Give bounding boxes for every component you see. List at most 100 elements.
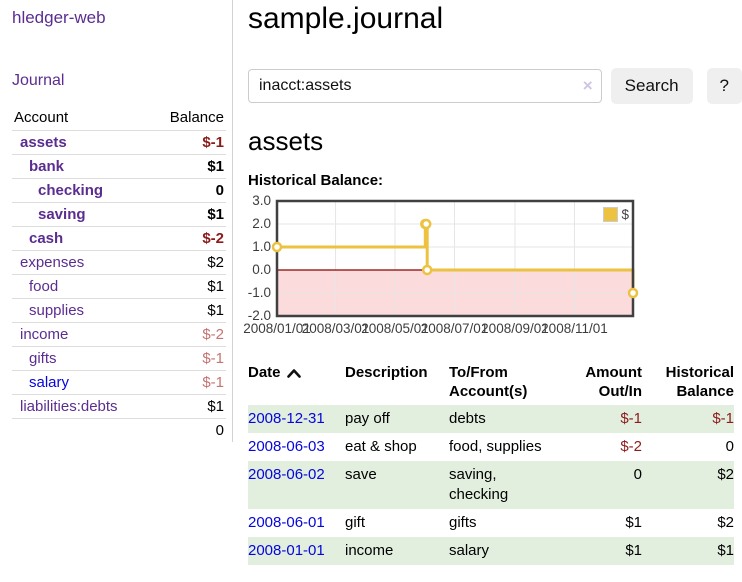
transaction-accounts: salary xyxy=(449,542,490,559)
account-balance: $1 xyxy=(149,394,226,419)
transaction-accounts: debts xyxy=(449,410,486,427)
account-link[interactable]: expenses xyxy=(20,254,85,271)
x-axis-tick: 2008/03/01 xyxy=(301,321,370,336)
transaction-accounts: saving, checking xyxy=(449,466,509,503)
search-form: × Search ? xyxy=(248,68,742,104)
transaction-balance: $1 xyxy=(717,542,734,559)
transaction-accounts: food, supplies xyxy=(449,438,542,455)
x-axis-tick: 2008/07/01 xyxy=(420,321,489,336)
app-brand-link[interactable]: hledger-web xyxy=(12,8,106,27)
accounts-total-row: 0 xyxy=(12,418,226,442)
account-link[interactable]: gifts xyxy=(29,350,57,367)
transaction-date-link[interactable]: 2008-06-02 xyxy=(248,466,325,483)
transaction-date-link[interactable]: 2008-06-03 xyxy=(248,438,325,455)
x-axis-tick: 2008/05/01 xyxy=(361,321,429,336)
accounts-total-value: 0 xyxy=(149,418,226,442)
x-axis-tick: 2008/11/01 xyxy=(541,321,608,336)
account-heading: assets xyxy=(248,126,324,156)
register-row: 2008-06-02 save saving, checking 0 $2 xyxy=(248,461,734,509)
account-link[interactable]: income xyxy=(20,326,69,343)
transaction-amount: $-2 xyxy=(620,438,642,455)
account-row: supplies $1 xyxy=(12,298,226,323)
main-content: sample.journal × Search ? assets Histori… xyxy=(243,0,742,565)
register-header-date[interactable]: Date xyxy=(248,361,345,405)
transaction-balance: $-1 xyxy=(712,410,734,427)
account-link[interactable]: supplies xyxy=(29,302,85,319)
y-axis-tick: 1.0 xyxy=(252,239,271,254)
transaction-description: pay off xyxy=(345,410,390,427)
account-link[interactable]: liabilities:debts xyxy=(20,398,118,415)
help-button[interactable]: ? xyxy=(706,68,742,104)
account-balance: $1 xyxy=(149,202,226,227)
transaction-date-link[interactable]: 2008-12-31 xyxy=(248,410,325,427)
account-link[interactable]: saving xyxy=(38,206,86,223)
register-row: 2008-06-01 gift gifts $1 $2 xyxy=(248,509,734,537)
register-header-balance: Historical Balance xyxy=(665,364,734,400)
account-link[interactable]: salary xyxy=(29,374,70,391)
account-link[interactable]: cash xyxy=(29,230,64,247)
register-table: Date Description To/From Account(s) Amou… xyxy=(248,361,734,565)
search-button[interactable]: Search xyxy=(610,68,693,104)
account-link[interactable]: assets xyxy=(20,134,67,151)
register-header-amount: Amount Out/In xyxy=(585,364,642,400)
legend-swatch-icon xyxy=(602,206,620,223)
account-row: liabilities:debts $1 xyxy=(12,394,226,419)
sort-ascending-icon xyxy=(286,368,301,378)
x-axis-tick: 2008/09/01 xyxy=(481,321,549,336)
transaction-amount: $-1 xyxy=(620,410,642,427)
transaction-amount: $1 xyxy=(625,542,642,559)
account-balance: $1 xyxy=(149,154,226,179)
account-balance: $-1 xyxy=(149,130,226,155)
chart-title: Historical Balance: xyxy=(248,172,384,189)
transaction-date-link[interactable]: 2008-01-01 xyxy=(248,542,325,559)
page-title: sample.journal xyxy=(248,2,444,35)
accounts-table-header: Account Balance xyxy=(12,106,226,131)
account-balance: $-2 xyxy=(149,322,226,347)
register-header-accounts: To/From Account(s) xyxy=(449,364,528,400)
accounts-header-balance: Balance xyxy=(149,106,226,131)
account-balance: $1 xyxy=(149,298,226,323)
transaction-description: eat & shop xyxy=(345,438,417,455)
account-row: checking 0 xyxy=(12,178,226,203)
transaction-balance: 0 xyxy=(725,438,734,455)
y-axis-tick: -2.0 xyxy=(247,308,271,323)
account-row: food $1 xyxy=(12,274,226,299)
account-balance: 0 xyxy=(149,178,226,203)
legend-label: $ xyxy=(621,207,629,222)
transaction-accounts: gifts xyxy=(449,514,477,531)
account-balance: $1 xyxy=(149,274,226,299)
account-link[interactable]: bank xyxy=(29,158,65,175)
transaction-amount: 0 xyxy=(633,466,642,483)
transaction-description: income xyxy=(345,542,394,559)
account-balance: $-1 xyxy=(149,370,226,395)
account-balance: $-1 xyxy=(149,346,226,371)
register-row: 2008-01-01 income salary $1 $1 xyxy=(248,537,734,565)
chart-canvas xyxy=(271,199,639,318)
account-row: saving $1 xyxy=(12,202,226,227)
historical-balance-chart: $ 3.0 2.0 1.0 0.0 -1.0 -2.0 2008/01/01 2008/03/… xyxy=(240,193,740,341)
transaction-balance: $2 xyxy=(717,514,734,531)
sidebar-item-journal[interactable]: Journal xyxy=(12,72,65,89)
account-row: assets $-1 xyxy=(12,130,226,155)
account-row: expenses $2 xyxy=(12,250,226,275)
register-header-date-label: Date xyxy=(248,364,281,381)
account-link[interactable]: checking xyxy=(38,182,104,199)
transaction-amount: $1 xyxy=(625,514,642,531)
register-header-row: Date Description To/From Account(s) Amou… xyxy=(248,361,734,405)
y-axis-tick: 2.0 xyxy=(252,216,271,231)
y-axis-tick: 3.0 xyxy=(252,193,271,208)
transaction-description: gift xyxy=(345,514,366,531)
transaction-balance: $2 xyxy=(717,466,734,483)
y-axis-tick: 0.0 xyxy=(252,262,271,277)
account-row: bank $1 xyxy=(12,154,226,179)
account-balance: $2 xyxy=(149,250,226,275)
accounts-total-spacer xyxy=(12,418,150,442)
register-header-description: Description xyxy=(345,364,428,381)
transaction-description: save xyxy=(345,466,377,483)
y-axis-tick: -1.0 xyxy=(247,285,271,300)
transaction-date-link[interactable]: 2008-06-01 xyxy=(248,514,325,531)
search-input[interactable] xyxy=(248,69,602,103)
account-row: income $-2 xyxy=(12,322,226,347)
clear-search-icon[interactable]: × xyxy=(582,76,593,95)
account-link[interactable]: food xyxy=(29,278,59,295)
